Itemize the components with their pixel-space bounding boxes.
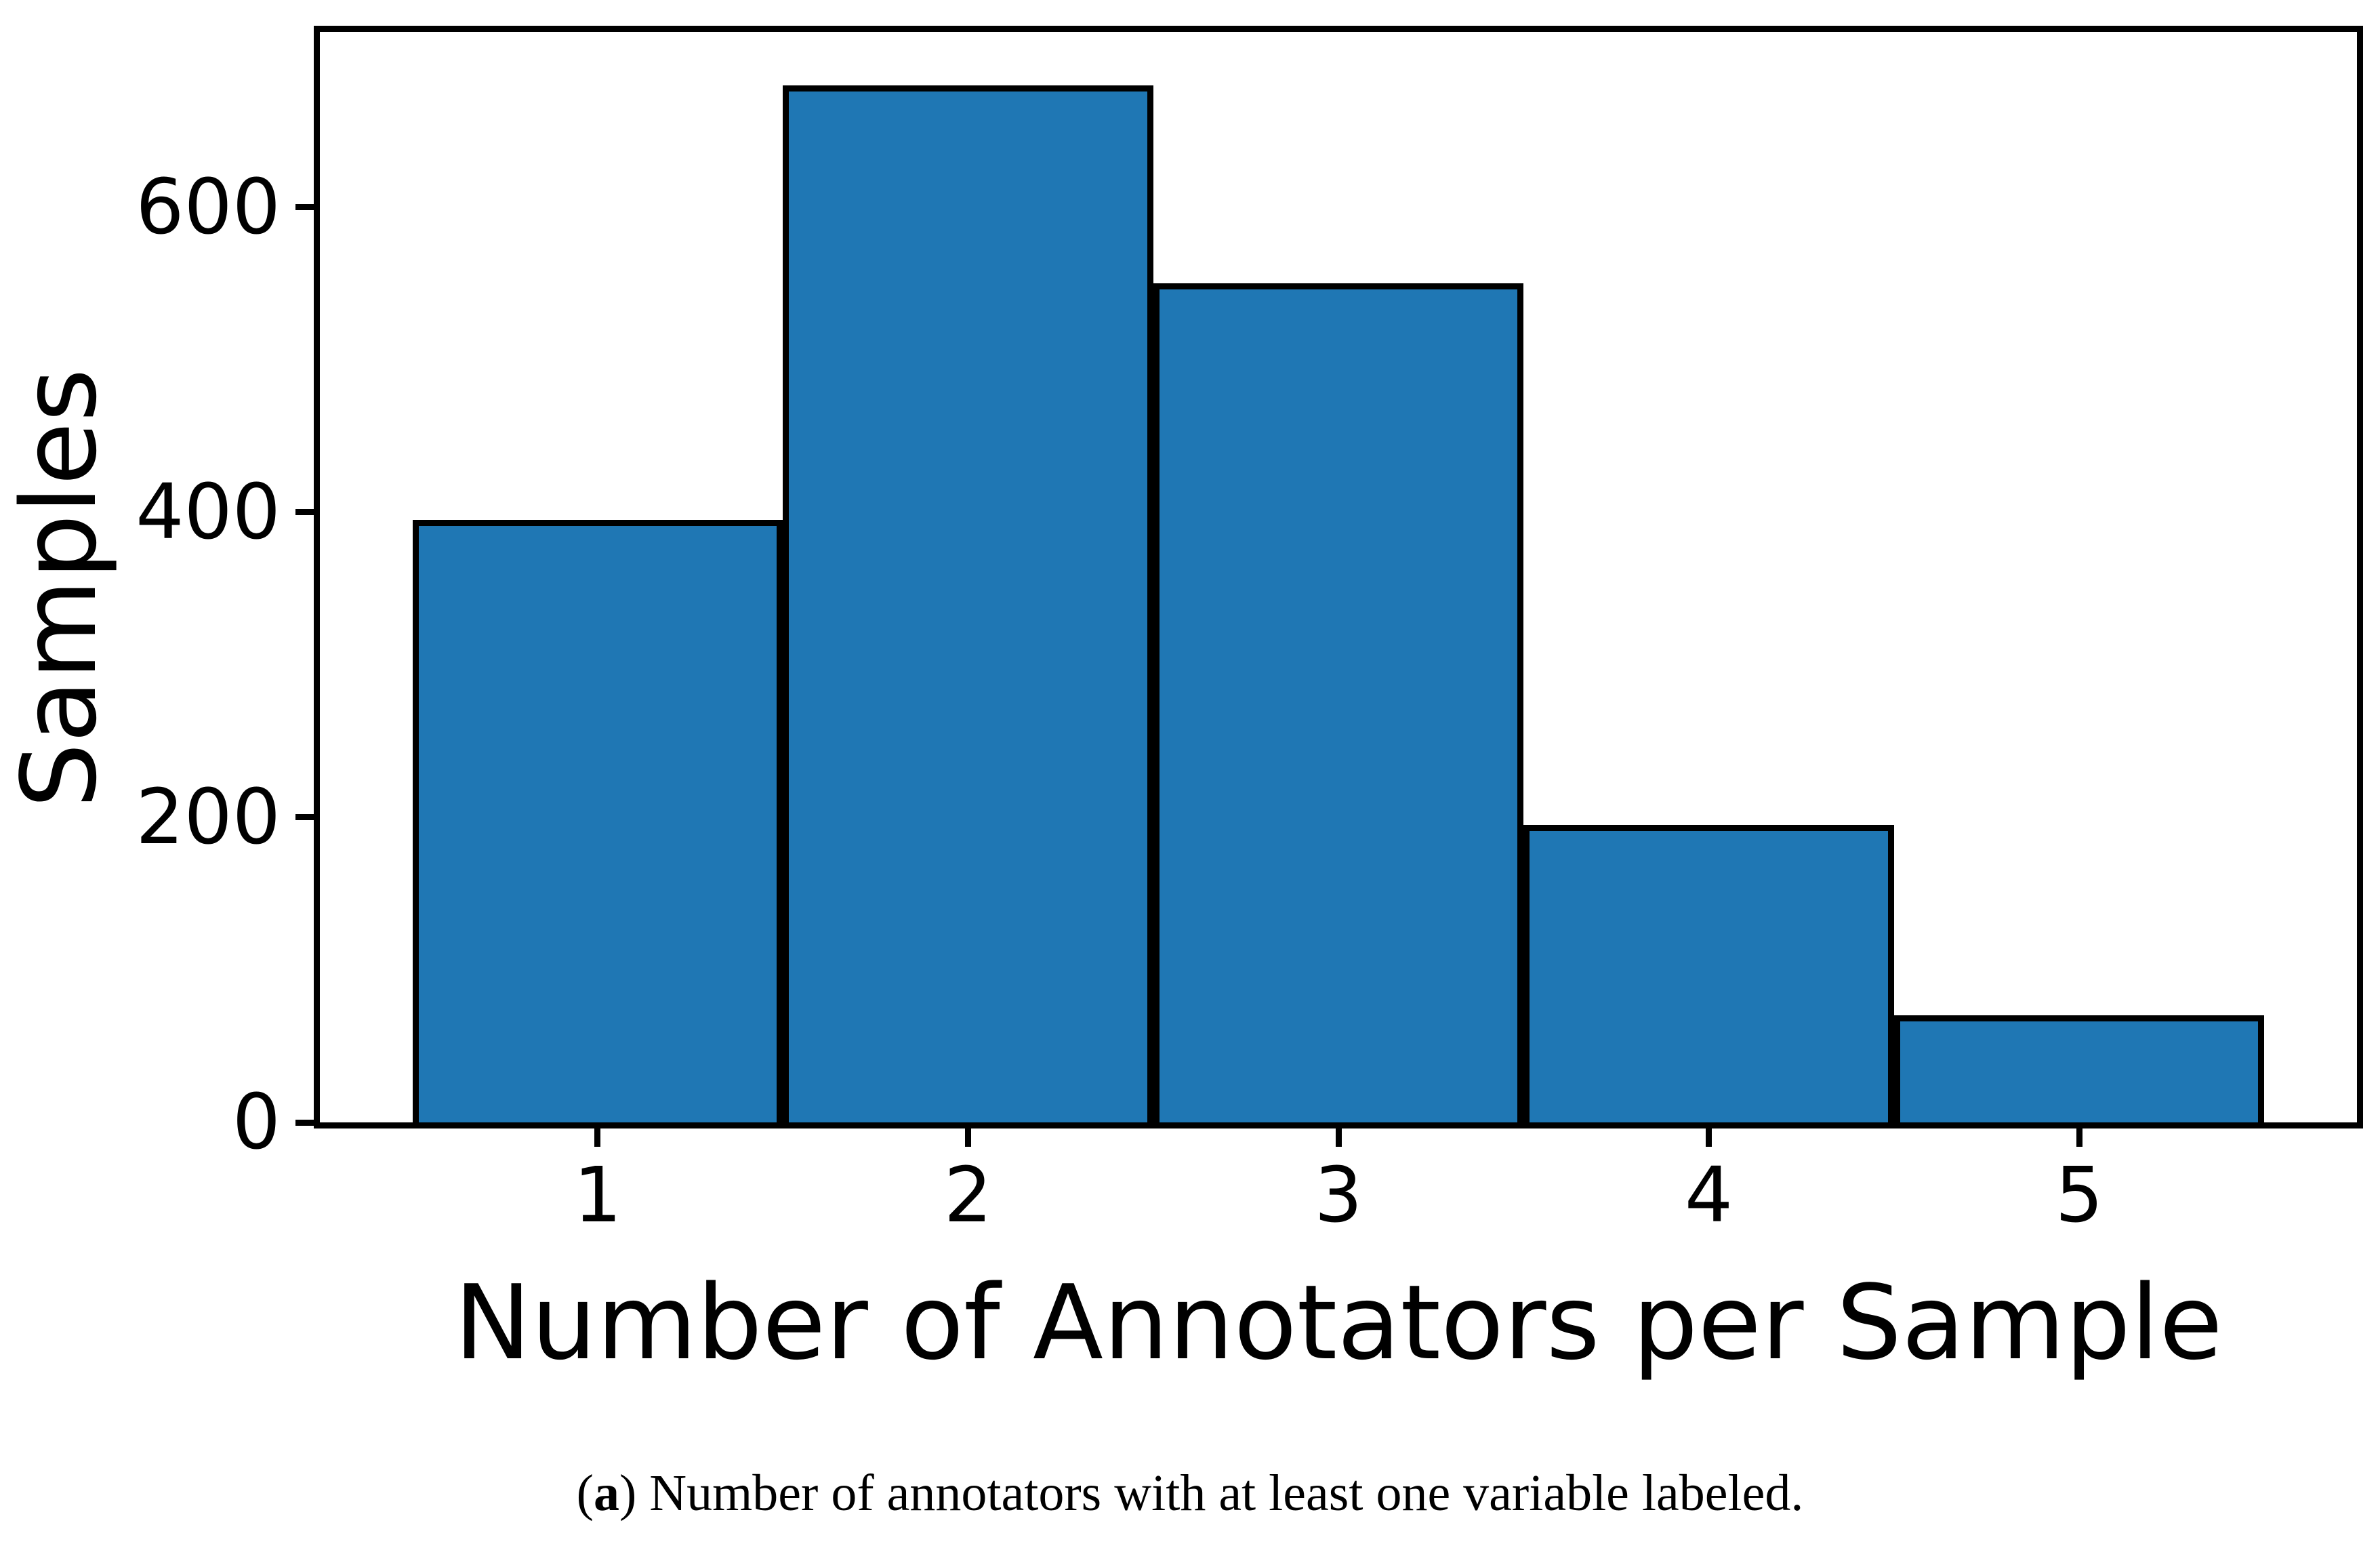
y-tick-label-600: 600 — [136, 163, 281, 251]
x-axis-label: Number of Annotators per Sample — [454, 1263, 2223, 1383]
bar-5 — [1893, 1015, 2265, 1122]
x-tick-mark-5 — [2076, 1122, 2082, 1147]
x-tick-label-1: 1 — [573, 1152, 622, 1240]
y-axis-label: Samples — [0, 368, 119, 809]
y-tick-mark-200 — [295, 814, 320, 821]
bar-3 — [1153, 283, 1524, 1122]
y-tick-label-200: 200 — [136, 773, 281, 861]
y-tick-mark-600 — [295, 204, 320, 211]
x-tick-label-5: 5 — [2055, 1152, 2104, 1240]
x-tick-label-2: 2 — [943, 1152, 993, 1240]
caption-text: Number of annotators with at least one v… — [649, 1465, 1804, 1522]
y-tick-label-400: 400 — [136, 468, 281, 556]
y-tick-mark-0 — [295, 1119, 320, 1126]
bar-4 — [1523, 825, 1894, 1122]
caption-index: a — [593, 1465, 619, 1522]
x-tick-mark-3 — [1335, 1122, 1342, 1147]
x-tick-label-4: 4 — [1684, 1152, 1733, 1240]
x-tick-mark-4 — [1706, 1122, 1712, 1147]
y-tick-label-0: 0 — [232, 1078, 281, 1166]
x-tick-mark-2 — [964, 1122, 971, 1147]
x-tick-mark-1 — [594, 1122, 601, 1147]
x-tick-label-3: 3 — [1314, 1152, 1363, 1240]
bar-2 — [783, 85, 1153, 1122]
y-tick-mark-400 — [295, 509, 320, 516]
bar-1 — [412, 520, 783, 1122]
caption-suffix: ) — [619, 1465, 650, 1522]
figure-caption: (a) Number of annotators with at least o… — [0, 1463, 2380, 1524]
caption-prefix: ( — [576, 1465, 594, 1522]
